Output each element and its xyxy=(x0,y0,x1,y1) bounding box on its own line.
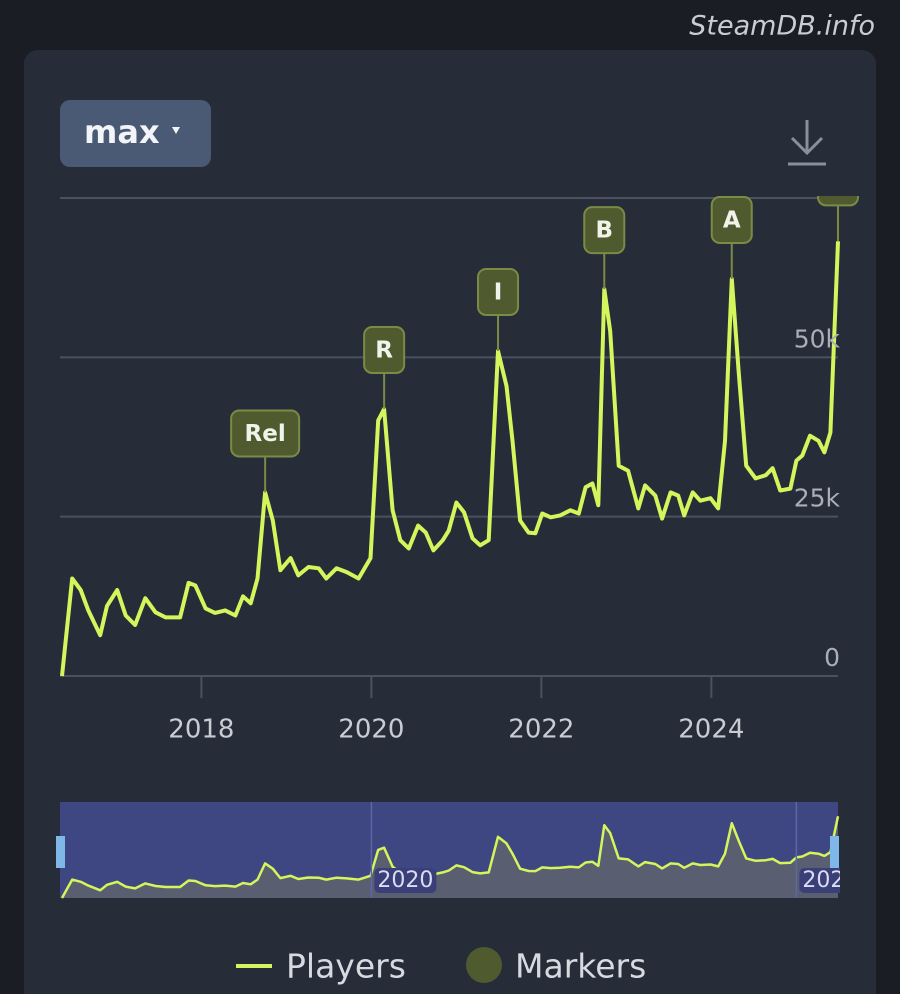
y-tick-label: 0 xyxy=(824,643,840,672)
navigator-series: 2020 2025 xyxy=(60,802,858,899)
marker-label: Rel xyxy=(245,421,286,447)
x-tick-label: 2020 xyxy=(338,715,404,745)
marker: U xyxy=(817,196,859,242)
navigator-handle[interactable] xyxy=(56,836,65,868)
marker-box xyxy=(583,206,626,255)
axis: 0 25k 50k 2018 2020 2022 2024 xyxy=(168,324,840,744)
plot: Rel R I B A U xyxy=(60,196,859,677)
marker: A xyxy=(710,196,753,279)
marker-label: I xyxy=(494,279,503,305)
x-tick-label: 2018 xyxy=(168,715,234,745)
marker-box xyxy=(710,196,753,244)
x-tick-label: 2024 xyxy=(678,715,744,745)
range-button-label[interactable]: max xyxy=(84,113,160,151)
navigator-label-bg xyxy=(799,868,840,893)
marker-box xyxy=(363,325,406,374)
series-line xyxy=(60,241,840,677)
legend-label: Players xyxy=(286,947,406,986)
marker-label: A xyxy=(723,207,741,233)
marker: R xyxy=(363,325,406,409)
navigator-area xyxy=(62,816,838,898)
navigator-label: 2025 xyxy=(802,868,858,893)
legend-marker xyxy=(466,947,502,983)
navigator-label-bg xyxy=(374,868,437,893)
marker-box xyxy=(230,409,301,458)
marker-label: B xyxy=(595,218,613,244)
x-tick-label: 2022 xyxy=(508,715,574,745)
series-line xyxy=(60,815,840,899)
marker-box xyxy=(477,267,520,316)
marker-box xyxy=(817,196,859,207)
navigator-label: 2020 xyxy=(377,868,433,893)
y-tick-label: 25k xyxy=(794,484,841,513)
watermark: SteamDB.info xyxy=(689,11,875,42)
download-icon[interactable] xyxy=(788,120,826,166)
y-tick-label: 50k xyxy=(794,324,841,353)
dropdown-arrow xyxy=(172,127,180,134)
marker: B xyxy=(583,206,626,290)
range-button[interactable] xyxy=(60,100,211,167)
navigator-handle[interactable] xyxy=(830,836,839,868)
marker: Rel xyxy=(230,409,301,493)
marker-label: R xyxy=(375,337,393,363)
marker: I xyxy=(477,267,520,351)
legend: Players Markers xyxy=(236,947,646,986)
legend-label: Markers xyxy=(515,947,646,986)
